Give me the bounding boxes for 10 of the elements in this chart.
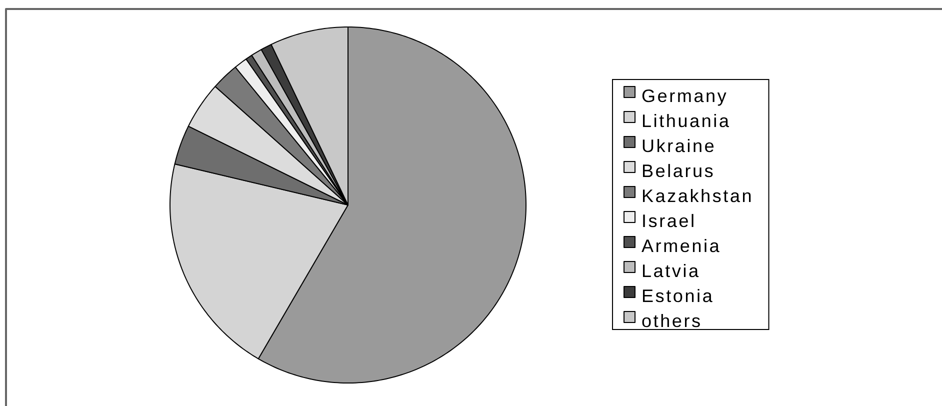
legend-label: Estonia: [642, 288, 712, 302]
legend-label: Israel: [643, 214, 694, 228]
legend-label: Latvia: [642, 264, 699, 278]
legend-label: Ukraine: [642, 138, 714, 152]
legend-label: Lithuania: [642, 114, 729, 128]
legend-label: Belarus: [642, 164, 713, 178]
legend-label: Kazakhstan: [642, 188, 751, 202]
legend-label: others: [642, 314, 700, 328]
legend-label: Germany: [642, 89, 726, 106]
legend-label: Armenia: [642, 238, 720, 252]
